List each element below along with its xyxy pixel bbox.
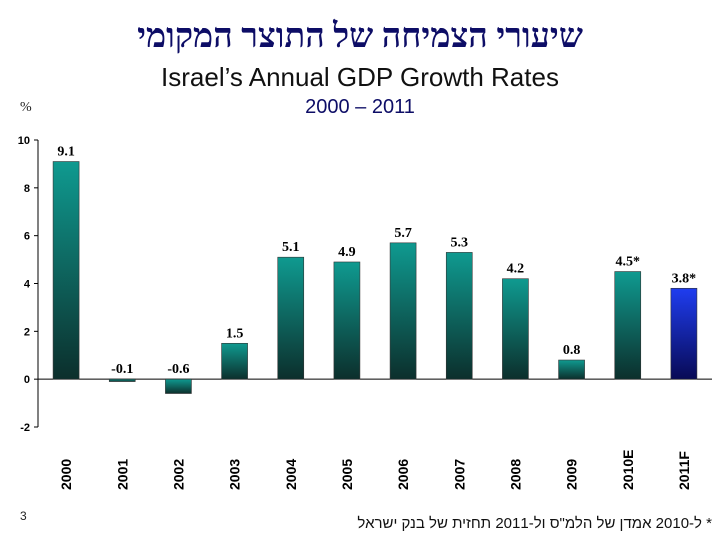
bar xyxy=(52,161,80,380)
chart-title: Israel’s Annual GDP Growth Rates xyxy=(161,62,559,92)
bar xyxy=(277,256,305,380)
data-label: 5.3 xyxy=(451,235,469,250)
data-label: 4.2 xyxy=(507,262,525,277)
x-tick-label: 2004 xyxy=(283,459,299,490)
x-tick-label: 2009 xyxy=(564,459,580,490)
bar xyxy=(165,378,192,394)
bar xyxy=(558,359,585,380)
chart-subtitle: 2000 – 2011 xyxy=(305,96,415,118)
bar xyxy=(333,261,361,380)
x-tick-label: 2007 xyxy=(451,459,467,490)
data-label: -0.6 xyxy=(167,362,189,377)
x-tick-label: 2010E xyxy=(620,450,636,490)
data-label: 0.8 xyxy=(563,343,581,358)
x-tick-label: 2002 xyxy=(170,459,186,490)
data-label: 4.9 xyxy=(338,245,356,260)
bar xyxy=(670,287,698,380)
bar xyxy=(108,378,136,382)
y-tick-label: 6 xyxy=(24,231,30,243)
data-label: 9.1 xyxy=(57,145,75,160)
x-tick-label: 2005 xyxy=(339,459,355,490)
y-axis-unit: % xyxy=(20,100,32,115)
bar xyxy=(221,342,248,380)
x-tick-label: 2008 xyxy=(507,459,523,490)
y-tick-label: 8 xyxy=(24,183,30,195)
footnote: * ל-2010 אמדן של הלמ"ס ול-2011 תחזית של … xyxy=(357,515,712,532)
page-number: 3 xyxy=(20,509,27,523)
y-tick-label: 0 xyxy=(24,374,30,386)
data-label: 1.5 xyxy=(226,326,244,341)
bar xyxy=(502,278,529,380)
y-tick-label: 4 xyxy=(24,279,31,291)
data-label: 5.1 xyxy=(282,240,300,255)
x-tick-label: 2000 xyxy=(58,459,74,490)
data-label: -0.1 xyxy=(111,362,133,377)
x-tick-label: 2011F xyxy=(676,451,692,490)
data-label: 3.8* xyxy=(672,271,697,286)
data-label: 5.7 xyxy=(394,226,412,241)
bar xyxy=(389,242,417,380)
bar xyxy=(445,252,473,380)
x-tick-label: 2001 xyxy=(114,459,130,490)
chart-title-hebrew: שיעורי הצמיחה של התוצר המקומי xyxy=(137,18,583,55)
y-tick-label: 2 xyxy=(24,326,30,338)
bar xyxy=(614,271,642,380)
y-tick-label: 10 xyxy=(18,135,30,147)
x-tick-label: 2003 xyxy=(227,459,243,490)
x-tick-label: 2006 xyxy=(395,459,411,490)
y-tick-label: -2 xyxy=(20,422,30,434)
data-label: 4.5* xyxy=(616,255,641,270)
